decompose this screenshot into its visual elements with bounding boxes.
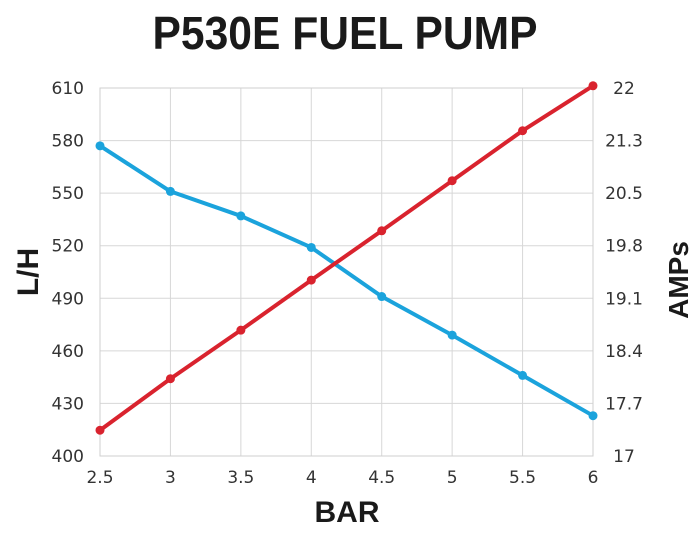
y2-tick-label: 22 [613, 79, 635, 99]
y2-axis-label: AMPs [663, 241, 694, 319]
x-tick-label: 6 [588, 468, 599, 488]
data-point-amps [236, 325, 246, 335]
series-line-flow [98, 143, 595, 418]
series-line-amps [98, 83, 595, 433]
grid [99, 87, 594, 457]
x-tick-label: 3 [165, 468, 176, 488]
data-point-flow [306, 242, 316, 252]
data-point-amps [165, 374, 175, 384]
x-tick-label: 5 [447, 468, 458, 488]
data-point-flow [588, 411, 598, 421]
y2-tick-label: 17 [613, 447, 635, 467]
x-tick-label: 4.5 [368, 468, 395, 488]
chart-title: P530E FUEL PUMP [153, 7, 538, 59]
data-point-amps [447, 176, 457, 186]
y-tick-label: 400 [52, 447, 84, 467]
y2-axis-ticks: 17 17.7 18.4 19.1 19.8 20.5 21.3 22 [605, 79, 643, 467]
data-point-flow [165, 186, 175, 196]
data-point-amps [377, 226, 387, 236]
x-tick-label: 3.5 [227, 468, 254, 488]
y-tick-label: 610 [52, 79, 84, 99]
x-axis-ticks: 2.5 3 3.5 4 4.5 5 5.5 6 [86, 468, 598, 488]
y2-tick-label: 21.3 [605, 132, 643, 152]
y2-tick-label: 20.5 [605, 184, 643, 204]
y-tick-label: 430 [52, 394, 84, 414]
series-group [95, 81, 598, 435]
plot-frame [99, 87, 594, 457]
data-point-flow [95, 141, 105, 151]
x-tick-label: 4 [306, 468, 317, 488]
y2-tick-label: 19.8 [605, 237, 643, 257]
data-point-flow [377, 292, 387, 302]
data-point-flow [518, 370, 528, 380]
y-tick-label: 460 [52, 342, 84, 362]
y-tick-label: 550 [52, 184, 84, 204]
y-axis-label: L/H [12, 248, 45, 296]
data-point-amps [518, 126, 528, 136]
data-point-amps [588, 81, 598, 91]
x-tick-label: 2.5 [86, 468, 113, 488]
data-point-amps [95, 425, 105, 435]
y-tick-label: 490 [52, 289, 84, 309]
data-point-amps [306, 275, 316, 285]
y2-tick-label: 19.1 [605, 289, 643, 309]
plot-border [99, 87, 594, 457]
y-axis-ticks: 400 430 460 490 520 550 580 610 [52, 79, 84, 467]
y2-tick-label: 17.7 [605, 394, 643, 414]
y-tick-label: 520 [52, 237, 84, 257]
y-tick-label: 580 [52, 132, 84, 152]
y2-tick-label: 18.4 [605, 342, 643, 362]
data-point-flow [447, 330, 457, 340]
x-axis-label: BAR [315, 496, 380, 529]
x-tick-label: 5.5 [509, 468, 536, 488]
data-point-flow [236, 211, 246, 221]
